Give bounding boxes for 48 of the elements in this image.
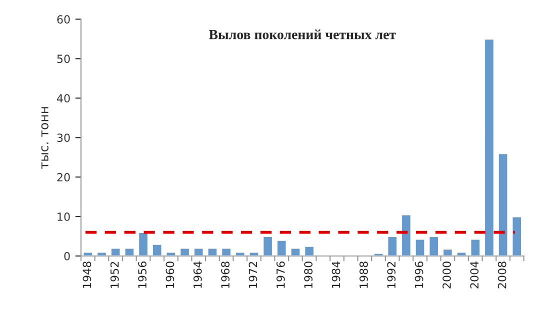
- y-tick-label: 30: [57, 134, 70, 142]
- y-tick-label: 40: [56, 94, 70, 103]
- bar: [290, 247, 302, 256]
- x-tick-label: 1964: [193, 261, 202, 288]
- x-tick-label: 2008: [498, 262, 506, 288]
- bar: [442, 248, 454, 256]
- bar: [152, 243, 163, 256]
- x-tick-label: 2000: [442, 262, 451, 288]
- x-tick-label: 1984: [332, 261, 340, 288]
- bar: [304, 245, 315, 256]
- bar: [414, 238, 426, 256]
- bar: [124, 247, 135, 256]
- y-tick-label: 10: [58, 212, 70, 221]
- x-tick-label: 1988: [359, 262, 368, 288]
- text: Вылов поколений четных лет: [208, 30, 396, 40]
- x-tick-label: 1992: [387, 262, 396, 288]
- x-tick-label: 2004: [470, 261, 479, 288]
- y-tick-label: 60: [57, 15, 70, 24]
- x-tick-label: 1948: [82, 262, 92, 288]
- bar: [110, 247, 122, 256]
- x-tick-label: 1968: [221, 262, 230, 288]
- bar: [276, 240, 288, 256]
- bar: [262, 236, 274, 256]
- x-tick-label: 1956: [138, 262, 146, 288]
- x-tick-label: 1996: [414, 262, 424, 288]
- bar: [372, 252, 384, 256]
- x-tick-label: 1972: [248, 262, 258, 288]
- x-tick-label: 1960: [166, 262, 174, 288]
- x-tick-label: 1952: [110, 262, 119, 288]
- bar: [511, 216, 522, 256]
- y-axis-title: тыс. тонн: [41, 107, 48, 169]
- x-tick-label: 1976: [276, 262, 285, 288]
- bar: [400, 214, 412, 256]
- y-tick-label: 20: [57, 173, 70, 182]
- bar: [428, 236, 440, 256]
- bar: [498, 152, 509, 256]
- bar: [179, 247, 190, 256]
- bar: [484, 38, 495, 256]
- bar: [206, 247, 218, 256]
- bar: [96, 251, 108, 256]
- bar: [386, 236, 398, 256]
- y-tick-label: 50: [57, 54, 70, 64]
- bar: [470, 238, 481, 256]
- y-tick-label: 0: [64, 252, 70, 260]
- x-tick-label: 1980: [304, 262, 313, 288]
- bar: [220, 247, 232, 256]
- bar: [138, 232, 149, 256]
- bar: [193, 247, 204, 256]
